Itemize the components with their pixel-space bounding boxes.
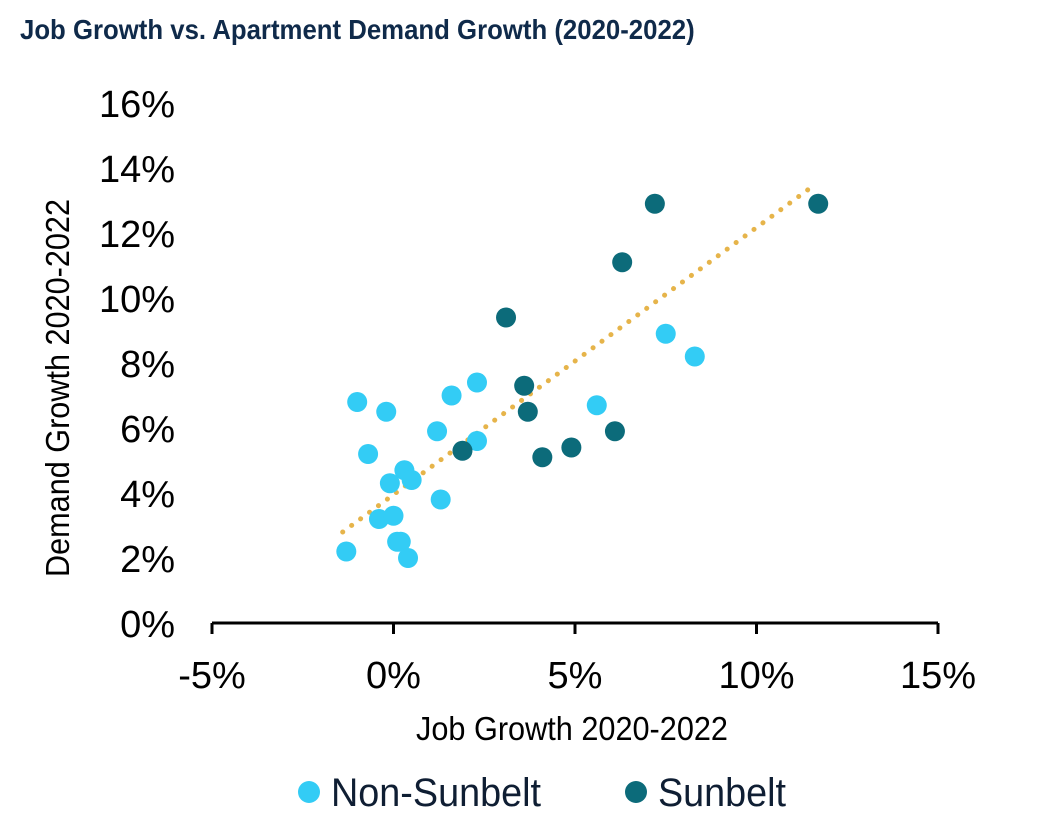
x-axis-title: Job Growth 2020-2022 xyxy=(416,710,728,747)
data-point-non-sunbelt xyxy=(336,541,357,562)
axes xyxy=(210,621,940,634)
data-point-non-sunbelt xyxy=(684,346,705,367)
data-point-sunbelt xyxy=(808,193,829,214)
data-points xyxy=(336,193,829,568)
data-point-sunbelt xyxy=(514,375,535,396)
legend-label-sunbelt: Sunbelt xyxy=(658,771,786,815)
data-point-non-sunbelt xyxy=(466,372,487,393)
y-tick-label: 10% xyxy=(99,279,175,321)
data-point-sunbelt xyxy=(561,437,582,458)
y-tick-label: 2% xyxy=(120,539,175,581)
y-tick-label: 14% xyxy=(99,149,175,191)
data-point-sunbelt xyxy=(496,307,517,328)
chart-title: Job Growth vs. Apartment Demand Growth (… xyxy=(20,14,695,45)
x-tick-label: -5% xyxy=(178,655,246,697)
data-point-non-sunbelt xyxy=(586,395,607,416)
x-tick-label: 0% xyxy=(366,655,421,697)
data-point-non-sunbelt xyxy=(383,505,404,526)
y-tick-label: 16% xyxy=(99,84,175,126)
data-point-non-sunbelt xyxy=(655,323,676,344)
trendline-layer xyxy=(340,185,814,535)
x-tick-label: 10% xyxy=(718,655,794,697)
data-point-non-sunbelt xyxy=(376,401,397,422)
legend: Non-Sunbelt Sunbelt xyxy=(298,771,786,815)
y-tick-label: 12% xyxy=(99,214,175,256)
data-point-sunbelt xyxy=(612,252,633,273)
y-tick-labels: 0% 2% 4% 6% 8% 10% 12% 14% 16% xyxy=(99,84,175,646)
data-point-non-sunbelt xyxy=(379,473,400,494)
data-point-non-sunbelt xyxy=(358,444,379,464)
data-point-non-sunbelt xyxy=(430,489,451,510)
data-point-sunbelt xyxy=(452,440,473,461)
data-point-non-sunbelt xyxy=(441,385,462,406)
data-point-non-sunbelt xyxy=(347,392,368,412)
x-tick-label: 5% xyxy=(548,655,603,697)
data-point-sunbelt xyxy=(532,447,553,468)
data-point-non-sunbelt xyxy=(401,470,422,490)
data-point-sunbelt xyxy=(517,401,538,422)
legend-marker-non-sunbelt xyxy=(298,781,320,803)
legend-marker-sunbelt xyxy=(625,781,647,803)
y-tick-label: 8% xyxy=(120,344,175,386)
data-point-non-sunbelt xyxy=(427,421,448,442)
trendline xyxy=(340,185,814,535)
y-tick-label: 4% xyxy=(120,474,175,516)
data-point-sunbelt xyxy=(604,421,625,442)
legend-label-non-sunbelt: Non-Sunbelt xyxy=(331,771,541,815)
y-tick-label: 6% xyxy=(120,409,175,451)
x-tick-label: 15% xyxy=(900,655,976,697)
data-point-non-sunbelt xyxy=(466,431,487,451)
data-point-non-sunbelt xyxy=(398,548,419,568)
x-tick-labels: -5% 0% 5% 10% 15% xyxy=(178,655,976,697)
y-axis-title: Demand Growth 2020-2022 xyxy=(39,199,76,577)
data-point-sunbelt xyxy=(644,193,665,214)
data-point-non-sunbelt xyxy=(390,531,411,552)
y-tick-label: 0% xyxy=(120,604,175,646)
